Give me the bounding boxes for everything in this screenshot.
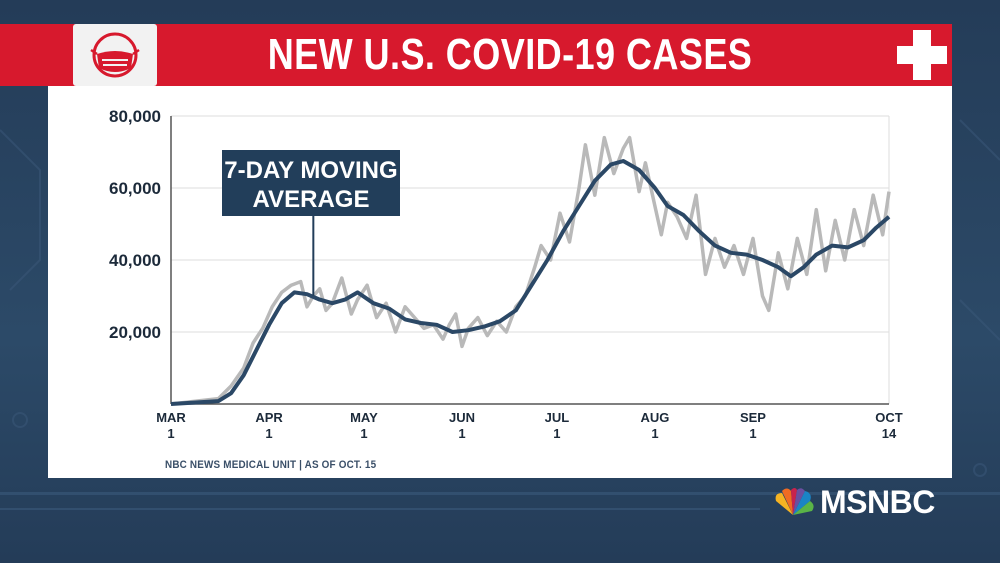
- x-tick-month: JUL: [545, 410, 570, 425]
- x-tick-month: SEP: [740, 410, 766, 425]
- logo-text: MSNBC: [820, 483, 935, 520]
- x-tick-day: 1: [360, 426, 367, 441]
- medical-cross-tile: [891, 24, 952, 86]
- x-tick-day: 1: [749, 426, 756, 441]
- moving-average-line: [170, 159, 891, 406]
- y-axis-ticks: 20,000 40,000 60,000 80,000: [109, 107, 161, 342]
- title-banner: [0, 24, 952, 86]
- x-tick-month: MAY: [350, 410, 378, 425]
- x-tick-month: MAR: [156, 410, 186, 425]
- face-mask-tile: [73, 24, 157, 86]
- y-tick-label: 60,000: [109, 179, 161, 198]
- chart-card: [48, 86, 952, 478]
- x-tick-day: 1: [458, 426, 465, 441]
- x-tick-month: OCT: [875, 410, 903, 425]
- x-tick-month: AUG: [640, 410, 669, 425]
- face-mask-icon: [90, 32, 140, 78]
- page-title: NEW U.S. COVID-19 CASES: [267, 30, 753, 79]
- gridlines: [171, 115, 890, 404]
- annotation-line-2: AVERAGE: [253, 186, 370, 213]
- x-tick-month: APR: [255, 410, 283, 425]
- x-tick-day: 1: [167, 426, 174, 441]
- y-tick-label: 80,000: [109, 107, 161, 126]
- source-note: NBC NEWS MEDICAL UNIT | AS OF OCT. 15: [165, 459, 377, 471]
- annotation-line-1: 7-DAY MOVING: [224, 157, 397, 184]
- y-tick-label: 20,000: [109, 323, 161, 342]
- daily-cases-line: [170, 135, 891, 406]
- x-tick-day: 14: [882, 426, 897, 441]
- x-tick-day: 1: [265, 426, 272, 441]
- x-tick-month: JUN: [449, 410, 475, 425]
- y-tick-label: 40,000: [109, 251, 161, 270]
- medical-cross-icon: [897, 30, 947, 80]
- msnbc-logo: MSNBC: [770, 484, 960, 520]
- annotation-box: [222, 150, 400, 216]
- x-tick-day: 1: [553, 426, 560, 441]
- x-tick-day: 1: [651, 426, 658, 441]
- peacock-icon: [775, 488, 814, 515]
